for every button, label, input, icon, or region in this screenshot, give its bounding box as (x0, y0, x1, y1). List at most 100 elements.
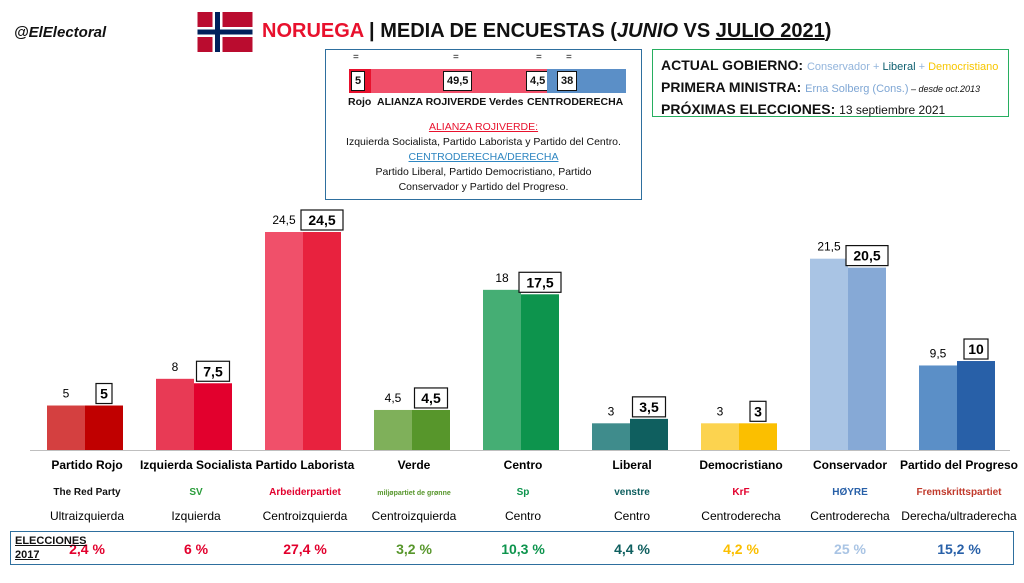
category-label-3: Verde (398, 458, 431, 472)
gov-party-liberal: Liberal (882, 61, 916, 73)
page-title: NORUEGA | MEDIA DE ENCUESTAS (JUNIO VS J… (262, 20, 831, 43)
category-label-4: Centro (504, 458, 543, 472)
gov-plus-2: + (915, 61, 929, 73)
title-vs: VS (678, 20, 716, 42)
elections-2017-value-4: 10,3 % (501, 541, 545, 557)
party-logo-2: Arbeiderpartiet (269, 487, 341, 498)
bar-july-label-box-8 (963, 338, 989, 360)
coalition-label-rojiverde: ALIANZA ROJIVERDE (377, 96, 487, 108)
bar-june-2 (265, 232, 303, 450)
ideology-label-6: Centroderecha (701, 509, 781, 523)
category-label-8: Partido del Progreso (900, 458, 1018, 472)
party-logo-3: miljøpartiet de grønne (377, 490, 451, 497)
ideology-label-2: Centroizquierda (263, 509, 348, 523)
author-handle: @ElElectoral (14, 24, 107, 41)
bar-july-2 (303, 232, 341, 450)
bar-june-label-8: 9,5 (930, 346, 947, 360)
title-separator: | MEDIA DE ENCUESTAS ( (363, 20, 617, 42)
elections-2017-label: ELECCIONES 2017 (15, 534, 87, 562)
bar-june-label-6: 3 (717, 404, 724, 418)
current-government-label: ACTUAL GOBIERNO: (661, 57, 804, 73)
gov-party-democristiano: Democristiano (928, 61, 999, 73)
party-logo-5: venstre (614, 487, 650, 498)
elections-2017-value-2: 27,4 % (283, 541, 327, 557)
elections-2017-value-0: 2,4 % (69, 541, 105, 557)
bar-july-label-4: 17,5 (526, 274, 553, 290)
category-label-6: Democristiano (699, 458, 782, 472)
party-logo-8: Fremskrittspartiet (916, 487, 1002, 498)
bar-july-1 (194, 383, 232, 450)
next-elections-label: PRÓXIMAS ELECCIONES: (661, 101, 836, 117)
coalition-value-rojiverde: 49,5 (443, 71, 473, 91)
title-month-2: JULIO 2021 (715, 20, 825, 42)
elections-2017-value-7: 25 % (834, 541, 866, 557)
bar-july-label-box-7 (845, 244, 889, 267)
coalition-bar: = 5 = 49,5 = 4,5 = 38 (349, 52, 626, 93)
ideology-label-8: Derecha/ultraderecha (901, 509, 1017, 523)
bar-june-label-3: 4,5 (385, 391, 402, 405)
party-logo-7: HØYRE (832, 487, 868, 498)
bar-june-6 (701, 423, 739, 450)
bar-june-label-5: 3 (608, 404, 615, 418)
prime-minister-row: PRIMERA MINISTRA: Erna Solberg (Cons.) –… (661, 77, 1000, 99)
bar-july-8 (957, 361, 995, 450)
prime-minister-label: PRIMERA MINISTRA: (661, 79, 802, 95)
bar-july-5 (630, 418, 668, 450)
bar-june-label-0: 5 (63, 387, 70, 401)
prime-minister-name: Erna Solberg (Cons.) (805, 83, 909, 95)
bar-june-7 (810, 258, 848, 450)
coalition-change-rojo: = (353, 52, 359, 63)
centroderecha-members-1: Partido Liberal, Partido Democristiano, … (375, 166, 592, 178)
ideology-label-4: Centro (505, 509, 541, 523)
rojiverde-members: Izquierda Socialista, Partido Laborista … (346, 136, 621, 148)
title-country: NORUEGA (262, 20, 364, 42)
category-label-1: Izquierda Socialista (140, 458, 252, 472)
coalition-segment-rojo: = 5 (349, 52, 371, 93)
norway-flag-icon (197, 12, 253, 52)
category-label-2: Partido Laborista (256, 458, 355, 472)
party-logo-1: SV (189, 487, 203, 498)
ideology-label-7: Centroderecha (810, 509, 890, 523)
bar-july-label-1: 7,5 (203, 363, 223, 379)
bar-june-label-7: 21,5 (817, 240, 841, 254)
bar-july-label-box-6 (749, 400, 767, 422)
party-logo-4: Sp (517, 487, 530, 498)
next-elections-date: 13 septiembre 2021 (839, 103, 946, 117)
coalition-change-rojiverde: = (453, 52, 459, 63)
bar-june-label-4: 18 (495, 271, 509, 285)
bar-july-0 (85, 405, 123, 450)
coalition-info-box: = 5 = 49,5 = 4,5 = 38 Rojo ALIANZA ROJIV… (325, 49, 642, 200)
bar-june-5 (592, 423, 630, 450)
centroderecha-heading: CENTRODERECHA/DERECHA (408, 151, 559, 163)
category-label-7: Conservador (813, 458, 887, 472)
ideology-label-3: Centroizquierda (372, 509, 457, 523)
bar-july-6 (739, 423, 777, 450)
category-label-0: Partido Rojo (51, 458, 122, 472)
coalition-segment-rojiverde: = 49,5 (371, 52, 526, 93)
centroderecha-members-2: Conservador y Partido del Progreso. (398, 181, 569, 193)
rojiverde-heading: ALIANZA ROJIVERDE: (428, 121, 539, 133)
bar-july-label-box-1 (195, 360, 231, 382)
ideology-label-1: Izquierda (171, 509, 221, 523)
title-month-1: JUNIO (616, 20, 678, 42)
bar-july-label-8: 10 (968, 341, 984, 357)
coalition-description: ALIANZA ROJIVERDE: Izquierda Socialista,… (326, 120, 641, 195)
bar-june-3 (374, 409, 412, 450)
bar-july-4 (521, 294, 559, 450)
coalition-value-rojo: 5 (351, 71, 366, 91)
bar-july-label-box-2 (300, 209, 344, 231)
bar-july-label-box-3 (413, 387, 449, 409)
elections-2017-value-1: 6 % (184, 541, 209, 557)
bar-july-label-5: 3,5 (639, 399, 659, 415)
party-logo-0: The Red Party (53, 487, 121, 498)
bar-july-label-box-0 (95, 382, 113, 405)
elections-2017-label-line-1: ELECCIONES (15, 535, 87, 547)
bar-july-label-3: 4,5 (421, 390, 441, 406)
elections-2017-box: ELECCIONES 2017 (10, 531, 1014, 565)
category-label-5: Liberal (612, 458, 651, 472)
bar-july-label-6: 3 (754, 403, 762, 419)
bar-july-7 (848, 267, 886, 450)
elections-2017-value-3: 3,2 % (396, 541, 432, 557)
bar-july-3 (412, 409, 450, 450)
